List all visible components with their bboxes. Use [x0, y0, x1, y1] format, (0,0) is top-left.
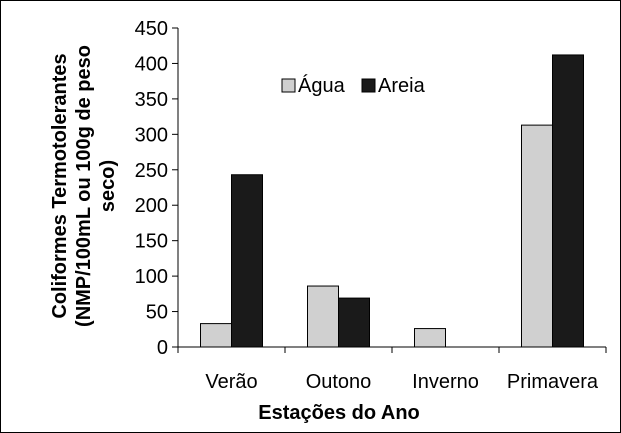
y-tick-label: 350	[135, 89, 168, 111]
x-axis-title: Estações do Ano	[258, 402, 420, 424]
bar-água-1	[307, 285, 339, 348]
y-tick-label: 200	[135, 195, 168, 217]
y-axis-ticks: 0 50 100 150 200 250 300 350 400 450	[135, 18, 178, 359]
bar-água-3	[521, 124, 553, 348]
y-tick-label: 50	[146, 302, 168, 324]
x-axis-ticks: Verão Outono Inverno Primavera	[177, 347, 607, 393]
y-tick-label: 450	[135, 18, 168, 40]
bar-areia-3	[552, 54, 584, 348]
bars	[200, 54, 584, 348]
y-axis-title: Coliformes Termotolerantes (NMP/100mL ou…	[49, 45, 119, 327]
legend-label: Areia	[378, 75, 426, 97]
y-tick-label: 250	[135, 160, 168, 182]
y-axis-title-line-1: Coliformes Termotolerantes	[49, 53, 71, 318]
legend-swatch	[281, 78, 296, 93]
y-axis-title-line-2: (NMP/100mL ou 100g de peso	[73, 45, 95, 327]
legend: Água Areia	[281, 74, 426, 97]
y-tick-label: 100	[135, 266, 168, 288]
x-tick-label: Inverno	[412, 371, 479, 393]
bar-areia-1	[338, 297, 370, 348]
y-tick-label: 400	[135, 53, 168, 75]
x-tick-label: Primavera	[507, 371, 599, 393]
bar-água-2	[414, 328, 446, 348]
bar-areia-0	[231, 174, 263, 348]
y-tick-label: 150	[135, 231, 168, 253]
bar-água-0	[200, 323, 232, 348]
legend-swatch	[361, 78, 376, 93]
y-tick-label: 300	[135, 124, 168, 146]
y-tick-label: 0	[157, 337, 168, 359]
y-axis-title-line-3: seco)	[97, 160, 119, 212]
x-tick-label: Outono	[306, 371, 372, 393]
legend-label: Água	[298, 74, 346, 97]
x-tick-label: Verão	[205, 371, 257, 393]
